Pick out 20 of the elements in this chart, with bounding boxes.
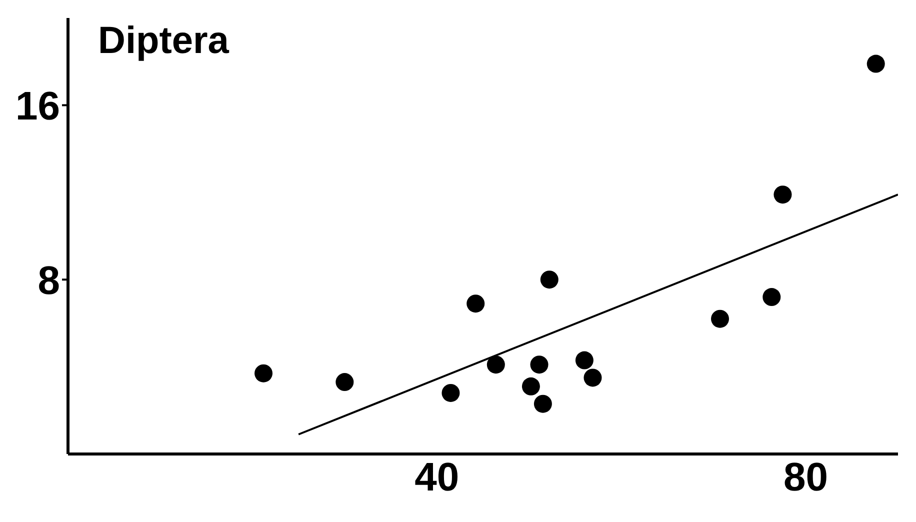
point [466, 294, 485, 313]
point [762, 288, 781, 306]
point [540, 270, 558, 289]
point [774, 186, 792, 204]
y-tick-label: 8 [38, 258, 60, 303]
point [254, 364, 273, 382]
point [530, 356, 548, 374]
point [711, 310, 730, 328]
point [584, 368, 602, 387]
point [442, 384, 460, 402]
point [486, 356, 505, 374]
chart-title: Diptera [98, 20, 229, 63]
point [866, 54, 885, 73]
point [522, 377, 540, 396]
x-tick-label: 80 [784, 455, 828, 500]
x-tick-label: 40 [414, 455, 460, 500]
point [336, 373, 354, 392]
point [534, 394, 552, 413]
point [575, 351, 594, 370]
y-tick-label: 16 [16, 84, 60, 128]
